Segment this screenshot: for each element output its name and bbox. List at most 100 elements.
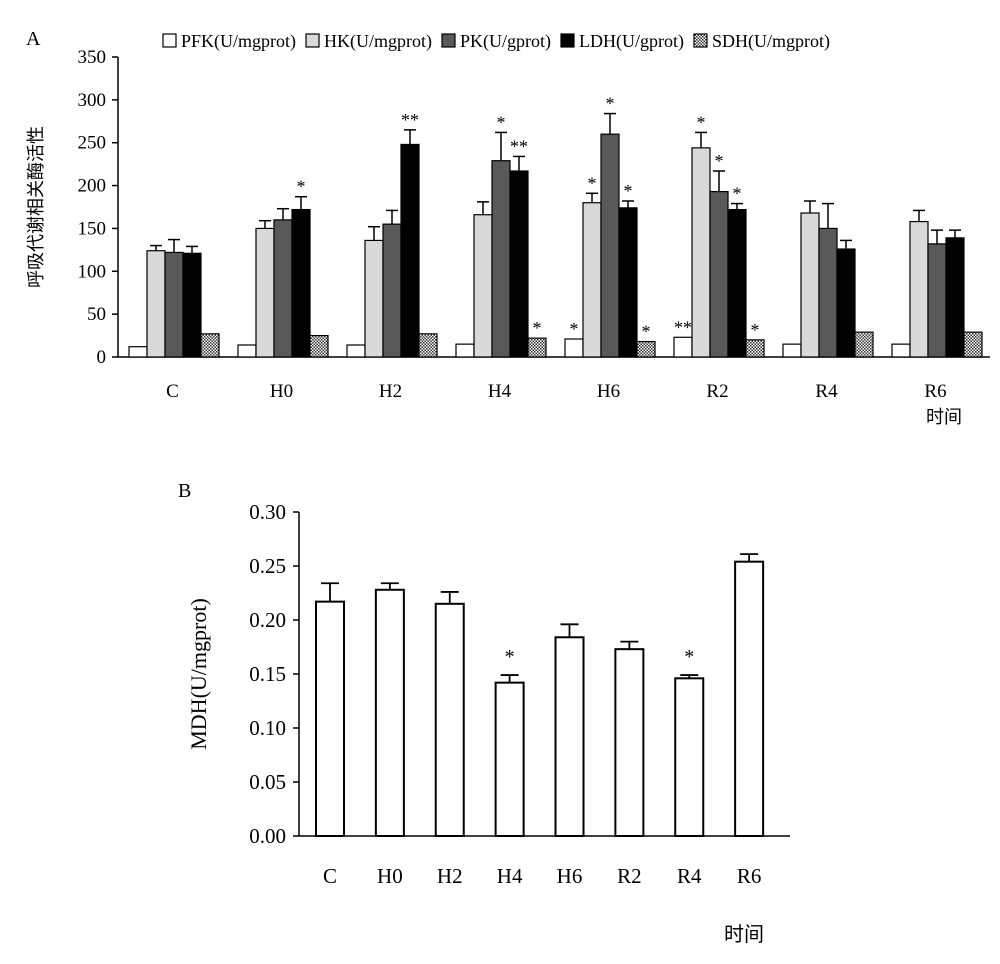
panel-b-chart: B 0.000.050.100.150.200.250.30 * * C H0 H2 H… bbox=[178, 480, 790, 946]
panel-a-significance-mark: * bbox=[642, 322, 651, 342]
panel-a-bar bbox=[727, 208, 747, 358]
panel-a-bar bbox=[836, 248, 856, 358]
panel-a-y-tick-label: 350 bbox=[78, 47, 107, 68]
panel-a-bar bbox=[909, 220, 929, 358]
panel-a-letter: A bbox=[26, 28, 41, 50]
panel-a-significance-mark: * bbox=[751, 320, 760, 340]
panel-a-bar bbox=[818, 227, 838, 358]
panel-b-x-tick-label: R6 bbox=[737, 864, 762, 888]
panel-a-bar bbox=[146, 250, 166, 358]
panel-a-legend-swatch bbox=[441, 33, 456, 48]
panel-a-bar bbox=[255, 227, 275, 358]
panel-b-letter: B bbox=[178, 480, 191, 502]
panel-b-x-tick-label: H6 bbox=[557, 864, 583, 888]
panel-a-bar bbox=[237, 344, 257, 358]
panel-a-legend-swatch bbox=[693, 33, 708, 48]
panel-a-y-tick-label: 200 bbox=[78, 176, 107, 197]
panel-a-bar bbox=[455, 343, 475, 358]
panel-a-significance-mark: * bbox=[297, 177, 306, 197]
panel-a-significance-mark: * bbox=[606, 94, 615, 114]
panel-a-bar bbox=[582, 202, 602, 358]
panel-a-bar bbox=[400, 143, 420, 358]
panel-a-bar bbox=[182, 252, 202, 358]
panel-a-bar bbox=[745, 339, 765, 358]
panel-b-bar bbox=[734, 560, 765, 837]
panel-a-y-tick-label: 150 bbox=[78, 218, 107, 239]
panel-a-bar bbox=[418, 333, 438, 358]
panel-a-chart: A PFK(U/mgprot) HK(U/mgprot) PK(U/gprot) LD… bbox=[26, 28, 990, 428]
panel-a-bar bbox=[309, 334, 329, 358]
panel-a-bar bbox=[891, 343, 911, 358]
panel-a-significance-mark: * bbox=[497, 112, 506, 132]
panel-a-bar bbox=[382, 223, 402, 358]
panel-a-y-tick-label: 0 bbox=[97, 347, 107, 368]
panel-a-bar bbox=[673, 336, 693, 358]
panel-a-bar bbox=[782, 343, 802, 358]
panel-b-y-tick-label: 0.00 bbox=[249, 824, 286, 848]
panel-a-x-tick-label: H2 bbox=[379, 381, 402, 402]
panel-a-y-tick-label: 100 bbox=[78, 261, 107, 282]
panel-a-bars: * ************* ** * * bbox=[128, 94, 983, 358]
panel-b-y-tick-label: 0.30 bbox=[249, 500, 286, 524]
panel-b-bar bbox=[434, 602, 465, 837]
panel-a-bar bbox=[854, 331, 874, 358]
panel-a-y-tick-label: 50 bbox=[87, 304, 106, 325]
panel-a-x-tick-label: C bbox=[166, 381, 179, 402]
panel-a-y-tick-label: 300 bbox=[78, 90, 107, 111]
panel-b-x-tick-label: H2 bbox=[437, 864, 463, 888]
panel-b-y-tick-label: 0.25 bbox=[249, 554, 286, 578]
panel-b-y-axis-label: MDH(U/mgprot) bbox=[186, 598, 211, 750]
panel-a-bar bbox=[963, 331, 983, 358]
panel-a-legend-label: PFK(U/mgprot) bbox=[181, 31, 296, 52]
panel-a-bar bbox=[709, 190, 729, 358]
panel-a-bar bbox=[164, 251, 184, 358]
panel-a-significance-mark: * bbox=[733, 184, 742, 204]
panel-a-bar bbox=[527, 337, 547, 358]
panel-b-x-axis-label: 时间 bbox=[724, 922, 764, 946]
panel-a-bar bbox=[509, 170, 529, 358]
panel-a-bar bbox=[364, 239, 384, 358]
panel-a-bar bbox=[273, 219, 293, 358]
panel-a-bar bbox=[618, 207, 638, 358]
panel-b-x-tick-label: C bbox=[323, 864, 337, 888]
panel-a-x-tick-labels: C H0 H2 H4 H6 R2 R4 R6 bbox=[166, 381, 946, 402]
panel-b-y-tick-label: 0.05 bbox=[249, 770, 286, 794]
panel-a-legend: PFK(U/mgprot) HK(U/mgprot) PK(U/gprot) LDH(… bbox=[162, 31, 830, 52]
panel-a-bar bbox=[691, 147, 711, 358]
panel-a-significance-mark: * bbox=[533, 318, 542, 338]
panel-a-significance-mark: * bbox=[697, 112, 706, 132]
panel-a-x-tick-label: R2 bbox=[706, 381, 728, 402]
panel-a-significance-mark: ** bbox=[401, 110, 419, 130]
panel-a-significance-mark: * bbox=[624, 181, 633, 201]
panel-a-bar bbox=[564, 338, 584, 358]
panel-a-y-ticks: 0 50 100 150 200 250 300 350 bbox=[78, 47, 118, 368]
panel-a-significance-mark: * bbox=[715, 151, 724, 171]
panel-a-legend-label: LDH(U/gprot) bbox=[579, 31, 684, 52]
panel-a-bar bbox=[800, 212, 820, 358]
panel-a-significance-mark: * bbox=[570, 319, 579, 339]
panel-b-y-tick-label: 0.20 bbox=[249, 608, 286, 632]
panel-a-legend-swatch bbox=[560, 33, 575, 48]
panel-a-x-axis-label: 时间 bbox=[926, 407, 962, 428]
panel-b-x-tick-label: H0 bbox=[377, 864, 403, 888]
panel-b-y-tick-label: 0.10 bbox=[249, 716, 286, 740]
panel-b-x-tick-label: R2 bbox=[617, 864, 642, 888]
panel-b-y-ticks: 0.00 0.05 0.10 0.15 0.20 0.25 0.30 bbox=[249, 500, 299, 848]
panel-b-bar bbox=[554, 636, 585, 838]
panel-b-bar bbox=[315, 600, 345, 838]
panel-a-bar bbox=[636, 340, 656, 358]
panel-a-bar bbox=[128, 346, 148, 358]
panel-b-bar bbox=[674, 677, 705, 837]
panel-b-y-tick-label: 0.15 bbox=[249, 662, 286, 686]
panel-a-significance-mark: ** bbox=[510, 136, 528, 156]
panel-b-x-tick-label: H4 bbox=[497, 864, 523, 888]
panel-a-legend-swatch bbox=[162, 33, 177, 48]
panel-b-bar bbox=[494, 681, 525, 838]
panel-a-significance-mark: ** bbox=[674, 317, 692, 337]
panel-a-bar bbox=[291, 208, 311, 358]
panel-a-x-tick-label: H0 bbox=[270, 381, 293, 402]
panel-a-y-axis-label: 呼吸代谢相关酶活性 bbox=[26, 126, 47, 288]
panel-a-legend-label: PK(U/gprot) bbox=[460, 31, 551, 52]
panel-a-bar bbox=[945, 237, 965, 358]
panel-a-x-tick-label: H6 bbox=[597, 381, 620, 402]
